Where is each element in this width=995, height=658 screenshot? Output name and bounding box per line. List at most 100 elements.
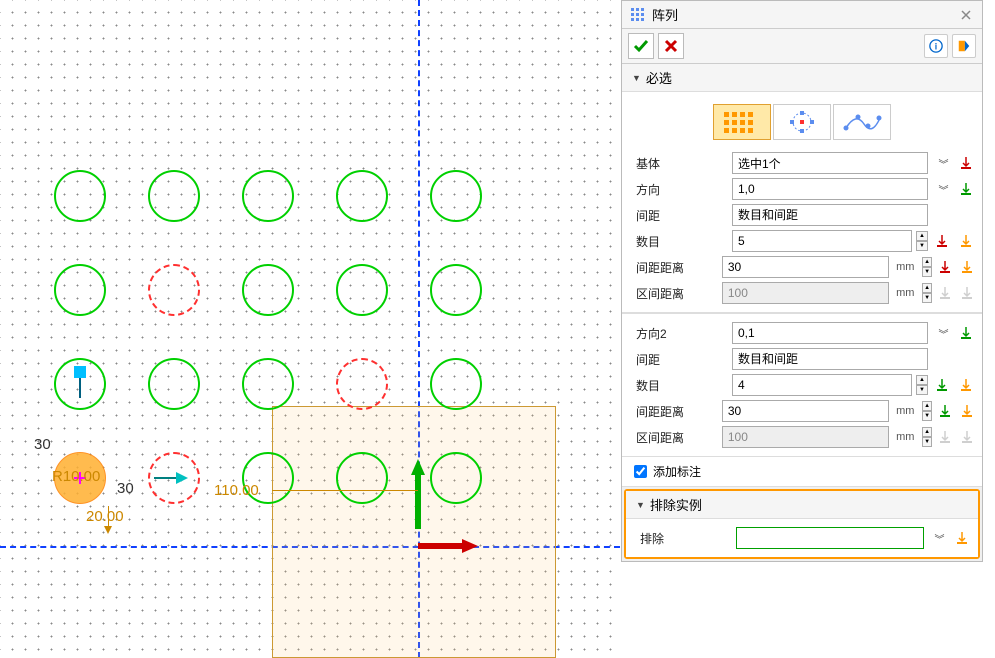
pattern-circle[interactable] [336, 264, 388, 316]
pattern-circle[interactable] [54, 170, 106, 222]
dir2-pick[interactable] [956, 323, 976, 343]
row-mode1: 间距 数目和间距 [628, 202, 976, 228]
pattern-circle-excluded[interactable] [336, 358, 388, 410]
curve-pattern-button[interactable] [833, 104, 891, 140]
linear-pattern-button[interactable] [713, 104, 771, 140]
required-body: 基体 ︾ 方向 ︾ 间距 数目和间距 数目 ▲▼ 间距距离 mm [622, 92, 982, 313]
pattern-circle[interactable] [54, 264, 106, 316]
space2-spinner[interactable]: ▲▼ [922, 401, 933, 421]
marker-row-stem [154, 477, 176, 479]
range1-unit: mm [893, 287, 918, 299]
exclude-pick[interactable] [952, 528, 972, 548]
space1-label: 间距距离 [628, 259, 718, 276]
circular-pattern-button[interactable] [773, 104, 831, 140]
range2-input [722, 426, 889, 448]
dir1-expand[interactable]: ︾ [932, 179, 952, 199]
space1-pick[interactable] [936, 257, 954, 277]
exclude-expand[interactable]: ︾ [928, 528, 948, 548]
count2-spinner[interactable]: ▲▼ [916, 375, 928, 395]
pattern-circle-excluded[interactable] [148, 264, 200, 316]
dim-height: 20.00 [86, 508, 124, 525]
range2-pick [936, 427, 954, 447]
section-required[interactable]: 必选 [622, 64, 982, 92]
array-panel: 阵列 i 必选 [621, 0, 983, 562]
count2-input[interactable] [732, 374, 912, 396]
base-label: 基体 [628, 155, 728, 172]
section-exclude[interactable]: 排除实例 [626, 491, 978, 519]
pattern-type-row [628, 98, 976, 150]
row-exclude: 排除 ︾ [632, 525, 972, 551]
space1-input[interactable] [722, 256, 889, 278]
mode1-label: 间距 [628, 207, 728, 224]
pattern-circle[interactable] [430, 452, 482, 504]
row-range1: 区间距离 mm ▲▼ [628, 280, 976, 306]
dim-line-width [272, 490, 418, 491]
y-arrow [411, 459, 425, 529]
count1-label: 数目 [628, 233, 728, 250]
range1-pick [936, 283, 954, 303]
count1-input[interactable] [732, 230, 912, 252]
space1-spinner[interactable]: ▲▼ [922, 257, 933, 277]
range2-link [958, 427, 976, 447]
pattern-circle[interactable] [430, 170, 482, 222]
dir2-expand[interactable]: ︾ [932, 323, 952, 343]
row-dir2: 方向2 ︾ [628, 320, 976, 346]
base-input[interactable] [732, 152, 928, 174]
ok-button[interactable] [628, 33, 654, 59]
dim-width: 110.00 [214, 482, 259, 499]
row-space1: 间距距离 mm ▲▼ [628, 254, 976, 280]
base-expand[interactable]: ︾ [932, 153, 952, 173]
pattern-circle[interactable] [242, 170, 294, 222]
dir1-input[interactable] [732, 178, 928, 200]
panel-close-icon[interactable] [958, 7, 974, 23]
info-button[interactable]: i [924, 34, 948, 58]
count2-link[interactable] [956, 375, 976, 395]
mode1-select[interactable]: 数目和间距 [732, 204, 928, 226]
count1-spinner[interactable]: ▲▼ [916, 231, 928, 251]
dir2-input[interactable] [732, 322, 928, 344]
cancel-button[interactable] [658, 33, 684, 59]
pattern-circle[interactable] [336, 170, 388, 222]
pattern-circle[interactable] [430, 264, 482, 316]
row-space2: 间距距离 mm ▲▼ [628, 398, 976, 424]
panel-toolbar: i [622, 29, 982, 64]
svg-text:i: i [935, 42, 937, 52]
base-pick[interactable] [956, 153, 976, 173]
space2-link[interactable] [958, 401, 976, 421]
section-exclude-label: 排除实例 [650, 495, 702, 514]
count1-link[interactable] [956, 231, 976, 251]
count2-pick[interactable] [932, 375, 952, 395]
help-button[interactable] [952, 34, 976, 58]
dim-arrow-height [104, 526, 112, 534]
selection-rect [272, 406, 556, 658]
row-count1: 数目 ▲▼ [628, 228, 976, 254]
range1-input [722, 282, 889, 304]
count2-label: 数目 [628, 377, 728, 394]
range2-spinner: ▲▼ [922, 427, 933, 447]
add-annotation-row: 添加标注 [622, 457, 982, 487]
pattern-circle[interactable] [336, 452, 388, 504]
dim-radius: R10.00 [52, 468, 100, 485]
dir1-pick[interactable] [956, 179, 976, 199]
space2-label: 间距距离 [628, 403, 718, 420]
exclude-input[interactable] [736, 527, 924, 549]
space2-input[interactable] [722, 400, 889, 422]
drawing-canvas[interactable]: 30 R10.00 30 110.00 20.00 [0, 0, 620, 658]
space2-unit: mm [893, 405, 918, 417]
pattern-circle[interactable] [148, 170, 200, 222]
range1-link [958, 283, 976, 303]
pattern-circle[interactable] [430, 358, 482, 410]
space2-pick[interactable] [936, 401, 954, 421]
pattern-circle[interactable] [148, 358, 200, 410]
mode2-select[interactable]: 数目和间距 [732, 348, 928, 370]
dir2-body: 方向2 ︾ 间距 数目和间距 数目 ▲▼ 间距距离 mm ▲▼ 区间距离 [622, 313, 982, 457]
space1-link[interactable] [958, 257, 976, 277]
pattern-circle[interactable] [242, 358, 294, 410]
mode2-label: 间距 [628, 351, 728, 368]
panel-title: 阵列 [652, 5, 958, 24]
count1-pick[interactable] [932, 231, 952, 251]
pattern-circle[interactable] [242, 264, 294, 316]
add-annotation-checkbox[interactable] [634, 465, 647, 478]
exclude-label: 排除 [632, 530, 732, 547]
marker-col1-stem [79, 378, 81, 398]
